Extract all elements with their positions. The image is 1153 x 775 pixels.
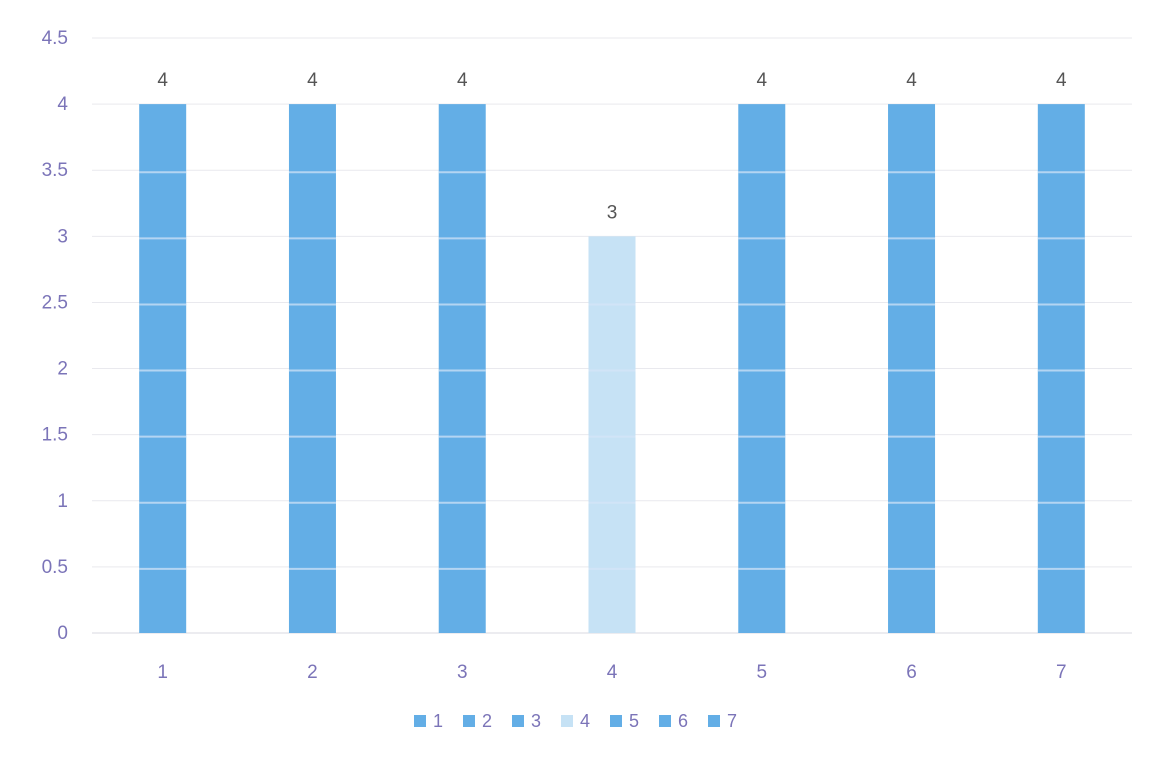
- bar: [438, 104, 486, 634]
- legend-swatch: [708, 715, 720, 727]
- x-tick-label: 6: [906, 662, 917, 683]
- data-label: 3: [607, 202, 618, 223]
- legend-label: 4: [580, 711, 590, 731]
- data-label: 4: [1056, 70, 1067, 91]
- x-tick-label: 1: [157, 662, 168, 683]
- data-label: 4: [906, 70, 917, 91]
- y-tick-label: 4.5: [42, 28, 68, 49]
- y-tick-label: 1.5: [42, 425, 68, 446]
- y-tick-label: 2: [57, 359, 68, 380]
- bar: [1037, 104, 1085, 634]
- legend-swatch: [561, 715, 573, 727]
- legend-label: 3: [531, 711, 541, 731]
- x-tick-label: 3: [457, 662, 468, 683]
- data-label: 4: [307, 70, 318, 91]
- bar: [139, 104, 187, 634]
- x-tick-label: 4: [607, 662, 618, 683]
- y-tick-label: 3.5: [42, 160, 68, 181]
- y-axis: 0 0.5 1 1.5 2 2.5 3 3.5 4 4.5: [42, 28, 69, 644]
- y-tick-label: 4: [57, 94, 68, 115]
- bar: [288, 104, 336, 634]
- x-tick-label: 2: [307, 662, 318, 683]
- bars: [139, 104, 1085, 634]
- y-tick-label: 2.5: [42, 292, 68, 313]
- y-tick-label: 0: [57, 623, 68, 644]
- legend-swatch: [659, 715, 671, 727]
- x-tick-label: 7: [1056, 662, 1067, 683]
- data-label: 4: [756, 70, 767, 91]
- legend-swatch: [512, 715, 524, 727]
- legend-swatch: [414, 715, 426, 727]
- y-tick-label: 1: [57, 491, 68, 512]
- data-label: 4: [157, 70, 168, 91]
- legend-label: 7: [727, 711, 737, 731]
- y-tick-label: 0.5: [42, 557, 68, 578]
- legend-label: 6: [678, 711, 688, 731]
- data-labels: 4 4 4 3 4 4 4: [157, 70, 1067, 223]
- legend-swatch: [463, 715, 475, 727]
- bar: [588, 236, 636, 634]
- legend-label: 1: [433, 711, 443, 731]
- legend-swatch: [610, 715, 622, 727]
- legend-label: 5: [629, 711, 639, 731]
- y-tick-label: 3: [57, 226, 68, 247]
- x-tick-label: 5: [756, 662, 767, 683]
- x-axis: 1 2 3 4 5 6 7: [157, 662, 1066, 683]
- legend-label: 2: [482, 711, 492, 731]
- bar: [738, 104, 786, 634]
- bar: [888, 104, 936, 634]
- legend: 1 2 3 4 5 6 7: [414, 711, 737, 731]
- data-label: 4: [457, 70, 468, 91]
